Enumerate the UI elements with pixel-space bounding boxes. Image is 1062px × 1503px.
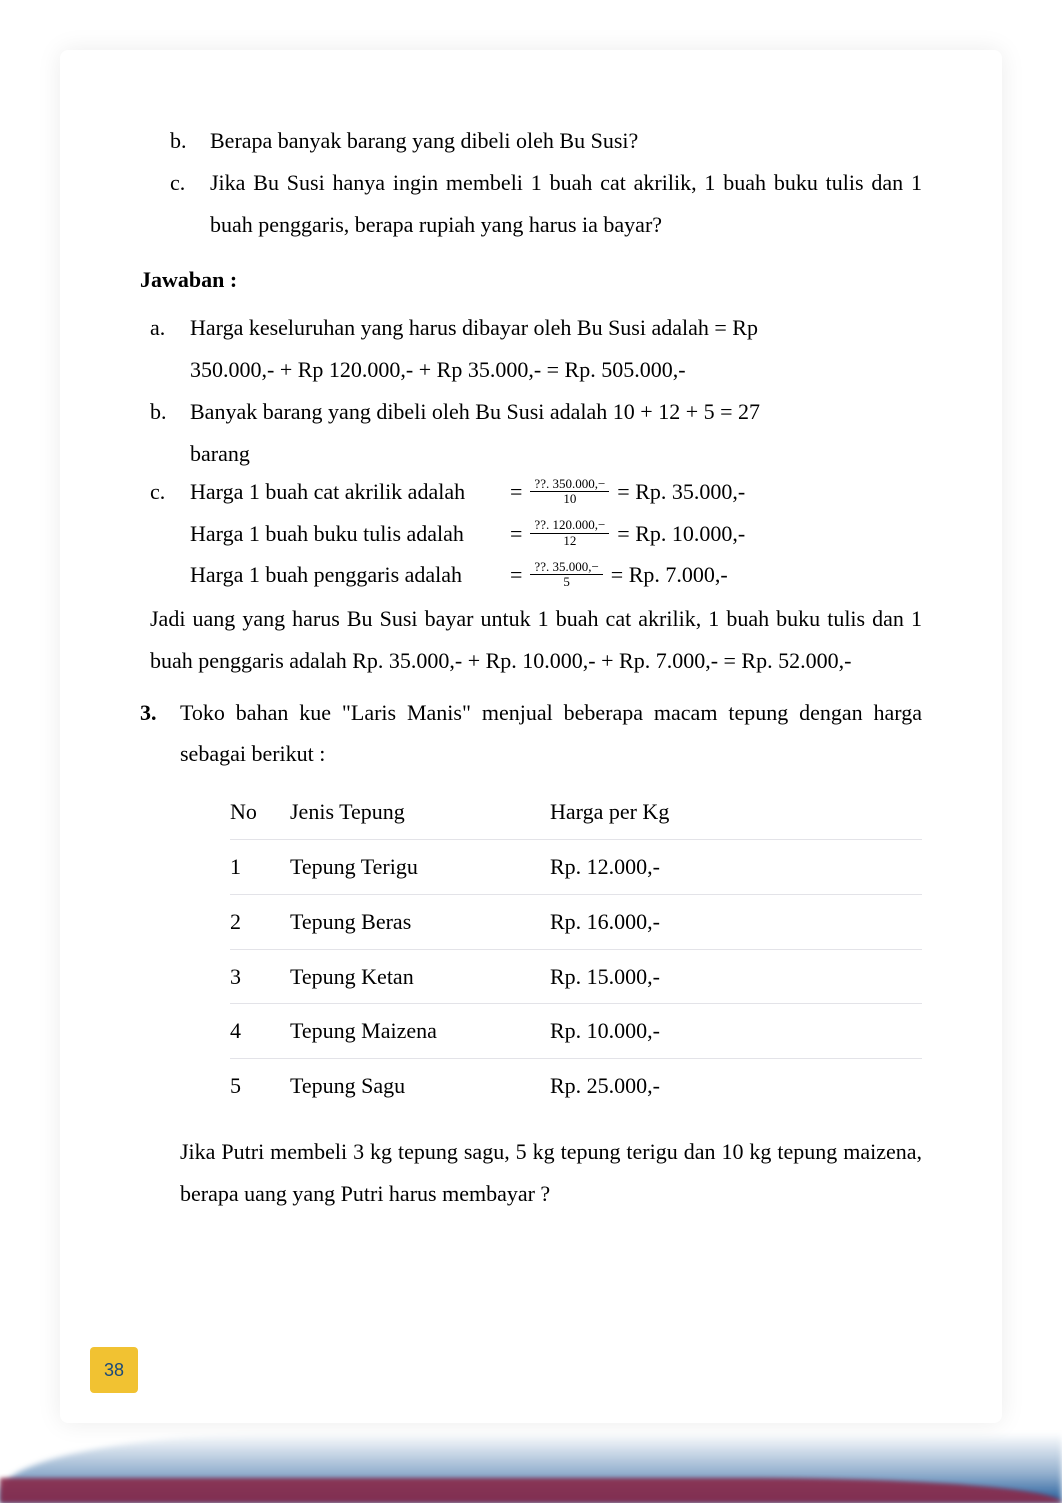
cell-jenis: Tepung Beras: [290, 901, 550, 943]
calc2-fraction: ??. 120.000,− 12: [530, 518, 609, 548]
answer-c-marker: c.: [150, 474, 190, 509]
table-row: 1 Tepung Terigu Rp. 12.000,-: [230, 840, 922, 895]
cell-harga: Rp. 12.000,-: [550, 846, 750, 888]
answer-c-conclusion: Jadi uang yang harus Bu Susi bayar untuk…: [150, 598, 922, 682]
calc3-den: 5: [559, 575, 574, 589]
calc3-fraction: ??. 35.000,− 5: [530, 560, 602, 590]
calc2-num: ??. 120.000,−: [530, 518, 609, 533]
cell-no: 1: [230, 846, 290, 888]
jawaban-heading: Jawaban :: [140, 259, 922, 301]
question-c-text: Jika Bu Susi hanya ingin membeli 1 buah …: [210, 162, 922, 246]
cell-no: 2: [230, 901, 290, 943]
cell-harga: Rp. 10.000,-: [550, 1010, 750, 1052]
table-row: 3 Tepung Ketan Rp. 15.000,-: [230, 950, 922, 1005]
calc1-result: = Rp. 35.000,-: [617, 474, 745, 509]
table-row: 5 Tepung Sagu Rp. 25.000,-: [230, 1059, 922, 1113]
calc2-result: = Rp. 10.000,-: [617, 516, 745, 551]
flour-table: No Jenis Tepung Harga per Kg 1 Tepung Te…: [230, 785, 922, 1113]
cell-harga: Rp. 15.000,-: [550, 956, 750, 998]
answer-b: b. Banyak barang yang dibeli oleh Bu Sus…: [150, 391, 922, 433]
calc1-prefix: =: [510, 474, 522, 509]
calc1-expr: = ??. 350.000,− 10 = Rp. 35.000,-: [510, 474, 922, 509]
question-3: 3. Toko bahan kue "Laris Manis" menjual …: [140, 692, 922, 776]
answer-b-line1: Banyak barang yang dibeli oleh Bu Susi a…: [190, 391, 922, 433]
table-row: 2 Tepung Beras Rp. 16.000,-: [230, 895, 922, 950]
header-jenis: Jenis Tepung: [290, 791, 550, 833]
answer-a-marker: a.: [150, 307, 190, 349]
answer-b-line2: barang: [190, 433, 922, 475]
calc3-prefix: =: [510, 557, 522, 592]
flour-header-row: No Jenis Tepung Harga per Kg: [230, 785, 922, 840]
cell-jenis: Tepung Terigu: [290, 846, 550, 888]
question-3-marker: 3.: [140, 692, 180, 776]
calc3-num: ??. 35.000,−: [530, 560, 602, 575]
calc2-den: 12: [559, 534, 580, 548]
calc3-label: Harga 1 buah penggaris adalah: [190, 557, 510, 592]
question-c-marker: c.: [170, 162, 210, 246]
answer-a-line1: Harga keseluruhan yang harus dibayar ole…: [190, 307, 922, 349]
calc2-label: Harga 1 buah buku tulis adalah: [190, 516, 510, 551]
question-3-followup: Jika Putri membeli 3 kg tepung sagu, 5 k…: [180, 1131, 922, 1215]
header-no: No: [230, 791, 290, 833]
calc1-label: Harga 1 buah cat akrilik adalah: [190, 474, 510, 509]
answer-c-row2: Harga 1 buah buku tulis adalah = ??. 120…: [190, 516, 922, 551]
question-3-intro: Toko bahan kue "Laris Manis" menjual beb…: [180, 692, 922, 776]
cell-harga: Rp. 16.000,-: [550, 901, 750, 943]
cell-jenis: Tepung Maizena: [290, 1010, 550, 1052]
question-b-text: Berapa banyak barang yang dibeli oleh Bu…: [210, 120, 922, 162]
question-c: c. Jika Bu Susi hanya ingin membeli 1 bu…: [170, 162, 922, 246]
cell-harga: Rp. 25.000,-: [550, 1065, 750, 1107]
answer-a-line2: 350.000,- + Rp 120.000,- + Rp 35.000,- =…: [190, 349, 922, 391]
calc2-expr: = ??. 120.000,− 12 = Rp. 10.000,-: [510, 516, 922, 551]
calc2-prefix: =: [510, 516, 522, 551]
question-b: b. Berapa banyak barang yang dibeli oleh…: [170, 120, 922, 162]
answer-b-marker: b.: [150, 391, 190, 433]
answer-c-row1: c. Harga 1 buah cat akrilik adalah = ??.…: [150, 474, 922, 509]
page-content: b. Berapa banyak barang yang dibeli oleh…: [60, 50, 1002, 1423]
cell-jenis: Tepung Sagu: [290, 1065, 550, 1107]
header-harga: Harga per Kg: [550, 791, 750, 833]
cell-no: 4: [230, 1010, 290, 1052]
question-b-marker: b.: [170, 120, 210, 162]
page-number-badge: 38: [90, 1347, 138, 1393]
cell-no: 3: [230, 956, 290, 998]
calc3-expr: = ??. 35.000,− 5 = Rp. 7.000,-: [510, 557, 922, 592]
cell-no: 5: [230, 1065, 290, 1107]
calc1-num: ??. 350.000,−: [530, 477, 609, 492]
answer-a: a. Harga keseluruhan yang harus dibayar …: [150, 307, 922, 349]
cell-jenis: Tepung Ketan: [290, 956, 550, 998]
table-row: 4 Tepung Maizena Rp. 10.000,-: [230, 1004, 922, 1059]
footer-wave-red: [0, 1478, 1062, 1503]
calc1-fraction: ??. 350.000,− 10: [530, 477, 609, 507]
answer-c-row3: Harga 1 buah penggaris adalah = ??. 35.0…: [190, 557, 922, 592]
calc1-den: 10: [559, 492, 580, 506]
calc3-result: = Rp. 7.000,-: [611, 557, 728, 592]
